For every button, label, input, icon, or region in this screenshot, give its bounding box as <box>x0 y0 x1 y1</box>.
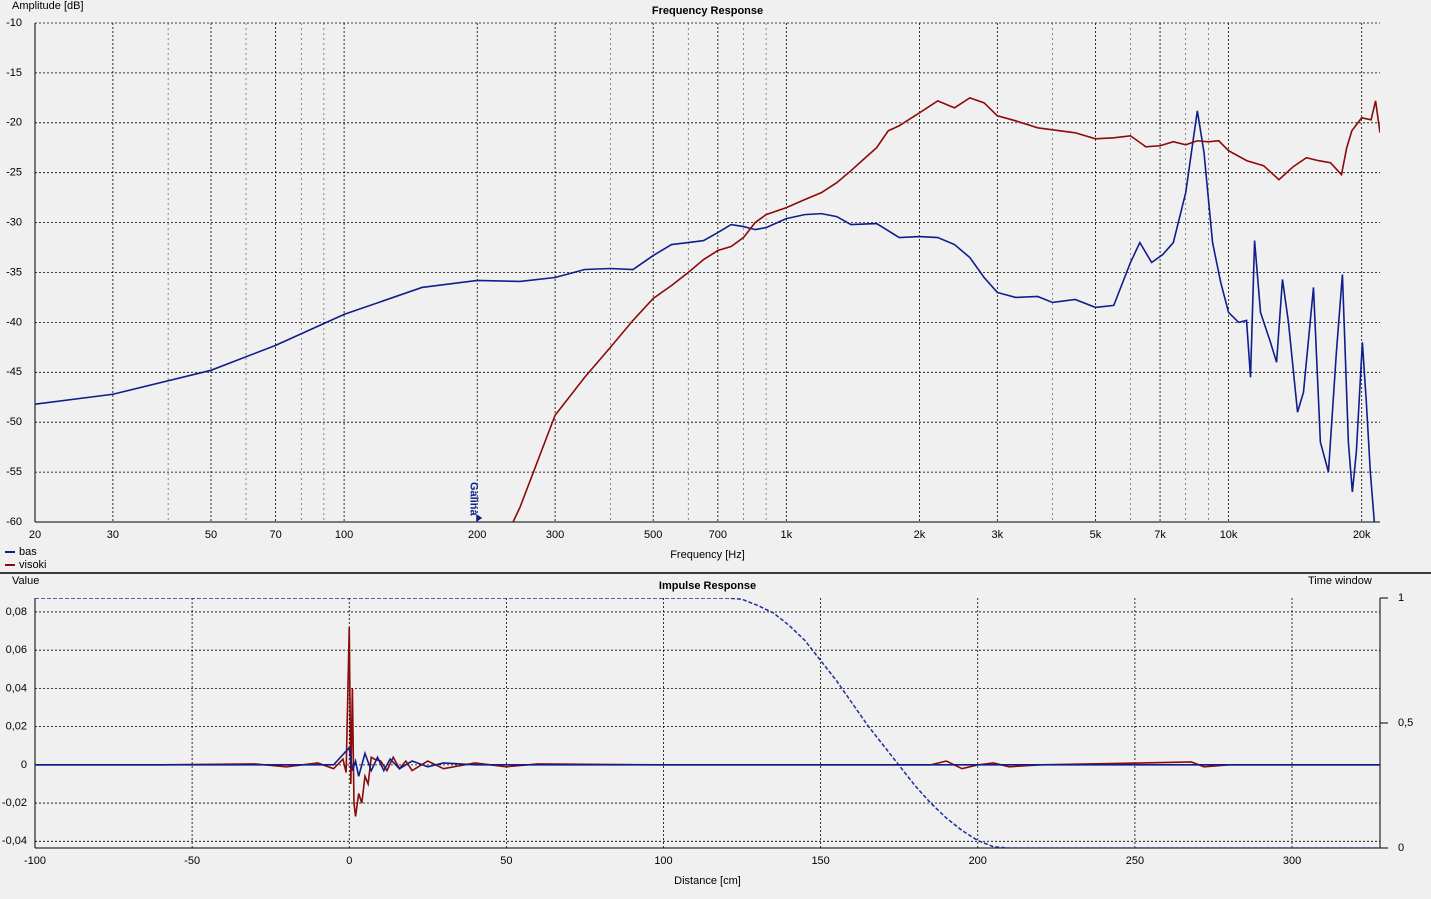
x-tick-label: 50 <box>205 529 217 541</box>
x-axis-label: Distance [cm] <box>674 875 741 887</box>
chart: Frequency Response Frequency [Hz] Amplitud… <box>5 0 1380 571</box>
y-tick-label: -35 <box>6 266 22 278</box>
x-tick-label: 200 <box>468 529 486 541</box>
annotation-marker <box>476 514 483 522</box>
legend-label: visoki <box>19 559 47 571</box>
annotation: Galina <box>467 482 479 517</box>
y-tick-label: 0 <box>21 759 27 771</box>
y2-tick-label: 0,5 <box>1398 717 1413 729</box>
x-tick-label: 1k <box>781 529 793 541</box>
x-tick-label: 50 <box>500 855 512 867</box>
plot-area <box>35 96 1380 522</box>
y2-tick-label: 0 <box>1398 842 1404 854</box>
series-line <box>35 745 1380 777</box>
legend-label: bas <box>19 546 37 558</box>
chart-title: Impulse Response <box>659 580 756 592</box>
y-tick-label: -50 <box>6 416 22 428</box>
x-tick-label: 3k <box>992 529 1004 541</box>
x-tick-label: 10k <box>1220 529 1238 541</box>
x-tick-label: -100 <box>24 855 46 867</box>
y2-tick-label: 1 <box>1398 592 1404 604</box>
chart: Impulse Response Distance [cm] Value Time w… <box>2 575 1413 887</box>
y-tick-label: -60 <box>6 516 22 528</box>
x-tick-label: 30 <box>107 529 119 541</box>
x-tick-label: 70 <box>269 529 281 541</box>
x-tick-label: 5k <box>1090 529 1102 541</box>
x-tick-label: -50 <box>184 855 200 867</box>
x-tick-label: 0 <box>346 855 352 867</box>
x-tick-label: 2k <box>914 529 926 541</box>
y-tick-label: 0,06 <box>6 644 27 656</box>
y-tick-label: 0,08 <box>6 606 27 618</box>
y-tick-label: -45 <box>6 366 22 378</box>
x-tick-label: 150 <box>811 855 829 867</box>
x-tick-label: 20k <box>1353 529 1371 541</box>
y-tick-label: -55 <box>6 466 22 478</box>
y-tick-label: -40 <box>6 316 22 328</box>
series-line <box>35 627 1380 817</box>
y-tick-label: -0,02 <box>2 797 27 809</box>
x-axis-label: Frequency [Hz] <box>670 549 745 561</box>
x-tick-label: 300 <box>546 529 564 541</box>
y-tick-label: -30 <box>6 217 22 229</box>
x-tick-label: 500 <box>644 529 662 541</box>
series-line <box>35 598 1380 848</box>
y-tick-label: 0,04 <box>6 682 27 694</box>
y-tick-label: -25 <box>6 167 22 179</box>
series-line <box>35 110 1376 522</box>
y2-axis-label: Time window <box>1308 575 1372 587</box>
x-tick-label: 700 <box>709 529 727 541</box>
y-tick-label: 0,02 <box>6 721 27 733</box>
x-tick-label: 250 <box>1126 855 1144 867</box>
y-tick-label: -15 <box>6 67 22 79</box>
x-tick-label: 300 <box>1283 855 1301 867</box>
plot-area <box>35 598 1380 848</box>
y-tick-label: -10 <box>6 17 22 29</box>
chart-title: Frequency Response <box>652 5 763 17</box>
y-axis-label: Value <box>12 575 39 587</box>
x-tick-label: 100 <box>654 855 672 867</box>
x-tick-label: 100 <box>335 529 353 541</box>
y-tick-label: -0,04 <box>2 835 27 847</box>
x-tick-label: 20 <box>29 529 41 541</box>
y-tick-label: -20 <box>6 117 22 129</box>
x-tick-label: 7k <box>1154 529 1166 541</box>
series-line <box>512 96 1380 522</box>
x-tick-label: 200 <box>969 855 987 867</box>
y-axis-label: Amplitude [dB] <box>12 0 84 12</box>
